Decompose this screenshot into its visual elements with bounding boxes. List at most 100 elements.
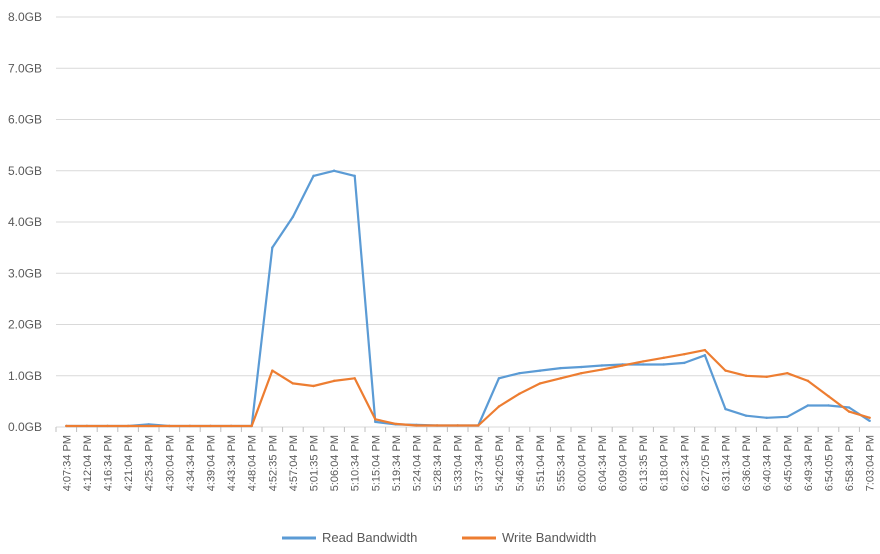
data-point [65, 424, 68, 428]
x-tick-label: 5:24:04 PM [412, 435, 424, 491]
data-point [786, 371, 789, 375]
y-tick-label: 0.0GB [8, 420, 42, 434]
data-point [188, 424, 192, 428]
data-point [765, 416, 768, 419]
x-tick-label: 5:46:34 PM [515, 435, 527, 491]
x-tick-label: 6:58:34 PM [844, 435, 856, 491]
data-point [724, 369, 727, 372]
legend-label: Write Bandwidth [502, 530, 596, 545]
y-axis-ticks: 0.0GB 1.0GB 2.0GB 3.0GB 4.0GB 5.0GB 6.0GB 7.0GB… [8, 10, 42, 434]
y-tick-label: 7.0GB [8, 61, 42, 75]
data-point [868, 419, 871, 423]
data-point [786, 415, 789, 418]
data-point [374, 420, 377, 424]
data-point [641, 363, 645, 366]
data-point [209, 424, 212, 428]
data-point [497, 377, 501, 380]
x-tick-label: 6:18:04 PM [659, 435, 671, 491]
data-point [662, 363, 665, 366]
data-point [291, 215, 295, 219]
data-point [126, 424, 130, 428]
data-point [435, 424, 439, 427]
x-tick-label: 6:22:34 PM [679, 435, 691, 491]
x-tick-label: 6:36:04 PM [741, 435, 753, 491]
x-tick-label: 5:55:34 PM [556, 435, 568, 491]
x-tick-label: 4:25:34 PM [144, 435, 156, 491]
x-tick-label: 6:09:04 PM [618, 435, 630, 491]
data-point [312, 384, 315, 388]
x-tick-label: 4:30:04 PM [164, 435, 176, 491]
x-tick-label: 5:33:04 PM [453, 435, 465, 491]
x-tick-label: 4:07:34 PM [61, 435, 73, 491]
data-point [477, 424, 480, 427]
data-point [229, 424, 233, 428]
data-point [744, 374, 748, 377]
series-lines [65, 169, 871, 428]
data-point [703, 354, 707, 357]
x-tick-label: 5:10:34 PM [350, 435, 362, 491]
data-point [538, 382, 542, 385]
data-point [703, 348, 707, 352]
x-tick-label: 5:19:34 PM [391, 435, 403, 491]
x-tick-label: 5:28:34 PM [432, 435, 444, 491]
data-point [394, 422, 398, 426]
data-point [744, 414, 748, 417]
data-point [353, 377, 356, 380]
data-point [518, 371, 521, 375]
x-tick-label: 6:31:34 PM [721, 435, 733, 491]
data-point [683, 361, 686, 365]
data-point [559, 366, 562, 370]
x-tick-label: 6:04:34 PM [597, 435, 609, 491]
data-point [827, 404, 830, 407]
x-tick-label: 5:42:05 PM [494, 435, 506, 491]
data-point [168, 424, 171, 428]
data-point [806, 404, 810, 407]
data-point [847, 410, 851, 413]
x-tick-label: 6:13:35 PM [638, 435, 650, 491]
data-point [353, 174, 356, 178]
x-tick-label: 5:51:04 PM [535, 435, 547, 491]
data-point [559, 377, 562, 380]
data-point [456, 424, 459, 427]
data-point [106, 424, 109, 428]
x-tick-label: 7:03:04 PM [865, 435, 877, 491]
data-point [250, 424, 253, 428]
data-point [580, 371, 583, 375]
x-tick-label: 4:39:04 PM [206, 435, 218, 491]
data-point [374, 418, 377, 421]
data-point [580, 365, 583, 369]
series-line-write-bandwidth [66, 349, 871, 428]
data-point [85, 424, 89, 428]
data-point [600, 368, 604, 371]
x-tick-label: 4:21:04 PM [123, 435, 135, 491]
y-tick-label: 1.0GB [8, 369, 42, 383]
x-tick-label: 5:37:34 PM [473, 435, 485, 491]
y-tick-label: 3.0GB [8, 266, 42, 280]
data-point [271, 246, 274, 249]
data-point [497, 405, 501, 408]
data-point [621, 364, 624, 367]
x-axis-ticks: 4:07:34 PM 4:12:04 PM 4:16:34 PM 4:21:04 PM… [55, 427, 877, 491]
y-tick-label: 6.0GB [8, 113, 42, 127]
data-point [312, 174, 315, 178]
x-tick-label: 6:27:05 PM [700, 435, 712, 491]
x-tick-label: 6:49:34 PM [803, 435, 815, 491]
data-point [724, 407, 727, 411]
data-point [765, 375, 768, 378]
data-point [641, 360, 645, 363]
x-tick-label: 4:52:35 PM [267, 435, 279, 491]
x-tick-label: 4:16:34 PM [103, 435, 115, 491]
data-point [538, 369, 542, 372]
x-tick-label: 6:40:34 PM [762, 435, 774, 491]
grid-lines [56, 16, 880, 428]
data-point [271, 369, 274, 372]
x-tick-label: 4:43:34 PM [226, 435, 238, 491]
x-tick-label: 4:48:04 PM [247, 435, 259, 491]
x-tick-label: 5:06:04 PM [329, 435, 341, 491]
x-tick-label: 4:34:34 PM [185, 435, 197, 491]
y-tick-label: 2.0GB [8, 318, 42, 332]
x-tick-label: 4:57:04 PM [288, 435, 300, 491]
x-tick-label: 5:01:35 PM [309, 435, 321, 491]
